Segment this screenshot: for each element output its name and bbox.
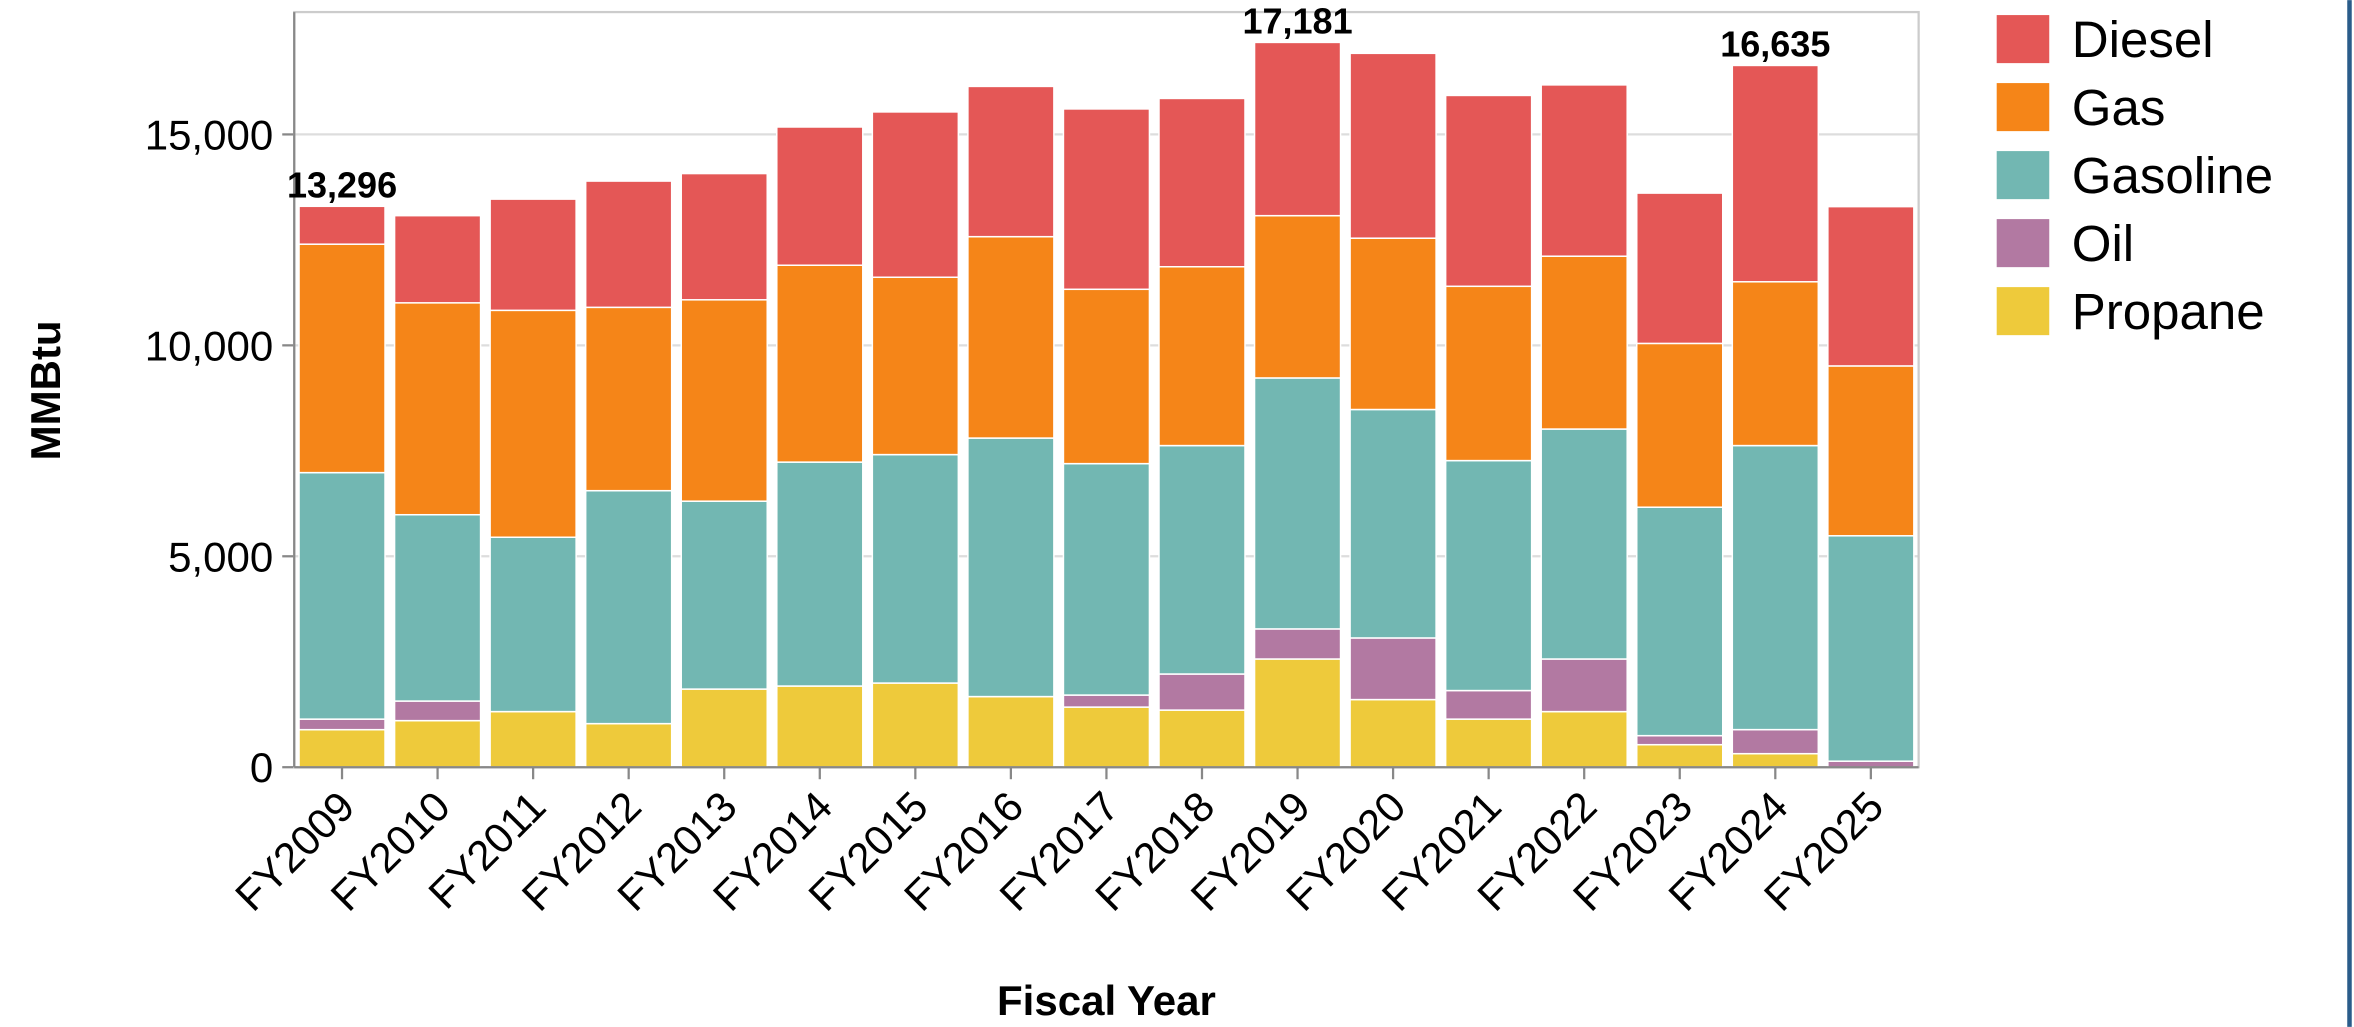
bar-segment [1062,108,1151,291]
bar-segment [967,695,1055,768]
x-axis-title: Fiscal Year [997,977,1216,1024]
bar-segment [680,172,768,301]
y-axis-title: MMBtu [22,320,69,460]
bar-segment [1158,444,1246,675]
bar-segment [584,306,673,492]
bar-segment [871,111,960,279]
legend-swatch [1996,15,2050,64]
bar-segment [1253,214,1342,379]
bar-segment [1636,342,1724,508]
bar-segment [1444,285,1533,462]
bar-segment [1349,408,1437,639]
legend-label: Propane [2072,283,2265,340]
bar-segment [489,198,577,312]
bar-segment [1827,205,1915,367]
bar-segment [1636,506,1724,737]
legend-swatch [1996,219,2050,268]
bar-segment [1158,97,1246,268]
bar-segment [1540,658,1628,713]
bar-segment [1540,428,1628,660]
bar-segment [1253,658,1342,768]
bar-segment [1540,84,1628,257]
bar-segment [871,276,960,456]
bar-segment [1731,752,1820,768]
bar-segment [1253,377,1342,630]
bar-segment [1349,237,1437,411]
bar-segment [584,489,673,725]
bar-segment [393,302,482,516]
bar-segment [967,85,1055,238]
bar-segment [1636,734,1724,746]
bar-segment [393,513,482,702]
bar-segment [871,453,960,684]
y-tick-label: 10,000 [145,322,274,369]
bar-segment [1444,689,1533,720]
bar-segment [393,700,482,722]
bar-segment [1349,637,1437,701]
bar-segment [584,180,673,309]
bar-segment [680,500,768,690]
legend-swatch [1996,151,2050,200]
bar-segment [1636,192,1724,345]
bar-segment [776,461,864,687]
bar-segment [1253,41,1342,217]
bar-segment [1444,459,1533,692]
y-tick-label: 5,000 [168,533,273,580]
bar-segment [1540,710,1628,768]
bar-segment [680,299,768,502]
y-tick-label: 0 [250,744,273,791]
bar-segment [1731,444,1820,731]
bar-segment [1731,728,1820,755]
bar-segment [776,126,864,266]
bar-segment [393,719,482,768]
legend-swatch [1996,287,2050,336]
bar-segment [680,688,768,768]
bar-segment [1731,64,1820,283]
bar-segment [1444,94,1533,288]
legend-label: Diesel [2072,11,2214,68]
total-label: 13,296 [287,164,397,205]
bar-segment [489,710,577,768]
bar-segment [1827,365,1915,537]
legend-label: Gas [2072,79,2166,136]
bar-segment [1731,281,1820,447]
bar-segment [298,205,386,245]
bar-segment [393,214,482,304]
total-label: 16,635 [1720,23,1830,64]
bar-segment [489,309,577,539]
bar-segment [489,536,577,713]
bar-segment [1158,673,1246,711]
bar-segment [776,685,864,768]
bar-segment [1540,255,1628,430]
bar-segment [1062,462,1151,696]
bar-segment [967,437,1055,698]
bar-segment [1444,718,1533,768]
bar-segment [584,722,673,768]
bar-segment [298,243,386,474]
total-label: 17,181 [1242,0,1352,41]
bar-segment [1349,698,1437,768]
bar-segment [1253,628,1342,660]
legend-swatch [1996,83,2050,132]
bar-segment [298,471,386,720]
bar-segment [1062,288,1151,465]
bar-segment [298,718,386,731]
bar-segment [871,682,960,768]
bar-segment [1158,266,1246,447]
bar-segment [967,235,1055,439]
bar-segment [1062,694,1151,708]
y-tick-label: 15,000 [145,111,274,158]
bar-segment [1636,743,1724,768]
bar-segment [298,728,386,768]
bar-segment [1158,709,1246,768]
bar-segment [1349,52,1437,239]
legend-label: Oil [2072,215,2134,272]
bar-segment [1827,535,1915,762]
bar-segment [776,264,864,463]
legend-label: Gasoline [2072,147,2273,204]
bar-segment [1062,706,1151,768]
